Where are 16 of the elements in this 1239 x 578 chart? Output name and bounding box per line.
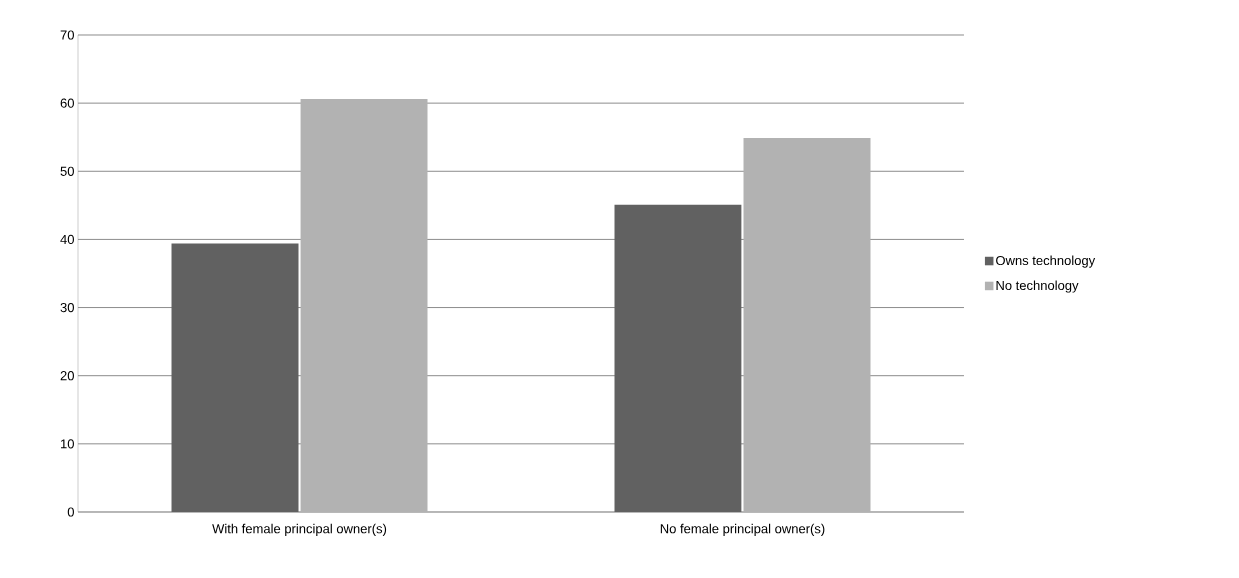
bar [614, 204, 742, 512]
y-tick-label: 50 [60, 166, 74, 176]
y-tick-label: 10 [61, 439, 74, 449]
y-tick-label: 60 [60, 98, 74, 108]
y-tick-label: 70 [60, 30, 74, 40]
bar [300, 99, 428, 512]
legend-label: Owns technology [996, 255, 1096, 268]
legend-label: No technology [996, 280, 1079, 293]
y-tick-label: 40 [60, 234, 74, 245]
y-tick-label: 30 [60, 302, 74, 313]
y-tick-label: 0 [67, 507, 74, 517]
bar [171, 243, 299, 512]
bar [743, 137, 871, 512]
x-tick-label: No female principal owner(s) [660, 523, 825, 536]
y-tick-label: 20 [60, 371, 74, 381]
x-tick-label: With female principal owner(s) [212, 523, 387, 536]
